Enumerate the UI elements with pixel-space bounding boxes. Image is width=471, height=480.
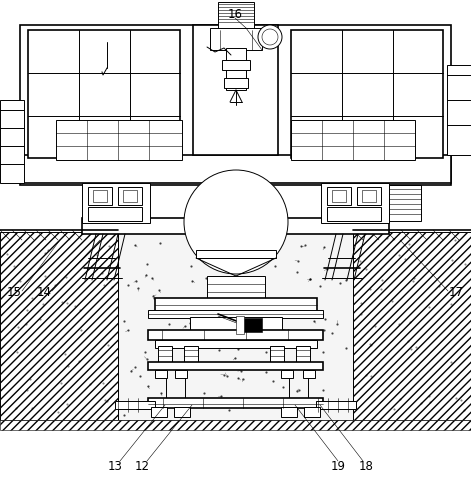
Bar	[20, 155, 451, 183]
Bar	[389, 185, 421, 221]
Bar	[281, 407, 297, 417]
Bar	[148, 310, 323, 318]
Bar	[218, 2, 254, 29]
Bar	[151, 407, 167, 417]
Bar	[56, 120, 182, 160]
Bar	[155, 340, 317, 348]
Bar	[88, 187, 112, 205]
Bar	[28, 30, 180, 158]
Bar	[123, 190, 137, 202]
Bar	[224, 78, 248, 88]
Bar	[0, 100, 24, 183]
Bar	[190, 317, 282, 331]
Bar	[226, 48, 246, 90]
Bar	[222, 60, 250, 70]
Circle shape	[258, 25, 282, 49]
Text: 17: 17	[448, 287, 463, 300]
Bar	[291, 30, 443, 158]
Bar	[175, 370, 187, 378]
Text: 19: 19	[331, 459, 346, 472]
Bar	[155, 298, 317, 312]
Bar	[327, 187, 351, 205]
Bar	[357, 187, 381, 205]
Bar	[316, 401, 356, 409]
Bar	[148, 362, 323, 370]
Bar	[88, 207, 142, 221]
Text: 16: 16	[227, 8, 243, 21]
Bar	[184, 346, 198, 364]
Bar	[291, 120, 415, 160]
Text: 13: 13	[107, 459, 122, 472]
Bar	[362, 190, 376, 202]
Circle shape	[184, 170, 288, 274]
Bar	[207, 276, 265, 298]
Bar	[303, 370, 315, 378]
Bar	[196, 250, 276, 258]
Bar	[0, 232, 118, 420]
Bar	[193, 25, 278, 155]
Bar	[332, 190, 346, 202]
Text: 15: 15	[7, 287, 22, 300]
Bar	[148, 398, 323, 408]
Bar	[118, 187, 142, 205]
Bar	[82, 218, 389, 234]
Bar	[447, 65, 471, 155]
Text: 14: 14	[36, 287, 51, 300]
Bar	[353, 232, 471, 420]
Bar	[82, 183, 150, 223]
Bar	[327, 207, 381, 221]
Bar	[118, 232, 353, 420]
Bar	[236, 316, 244, 334]
Bar	[240, 318, 262, 332]
Bar	[304, 407, 320, 417]
Text: 12: 12	[135, 459, 149, 472]
Text: 18: 18	[358, 459, 374, 472]
Bar	[174, 407, 190, 417]
Bar	[115, 401, 155, 409]
Bar	[0, 420, 471, 430]
Bar	[210, 28, 262, 50]
Bar	[158, 346, 172, 364]
Bar	[321, 183, 389, 223]
Bar	[270, 346, 284, 364]
Bar	[148, 330, 323, 340]
Bar	[93, 190, 107, 202]
Circle shape	[262, 29, 278, 45]
Bar	[281, 370, 293, 378]
Bar	[296, 346, 310, 364]
Bar	[155, 370, 167, 378]
Bar	[20, 25, 451, 185]
